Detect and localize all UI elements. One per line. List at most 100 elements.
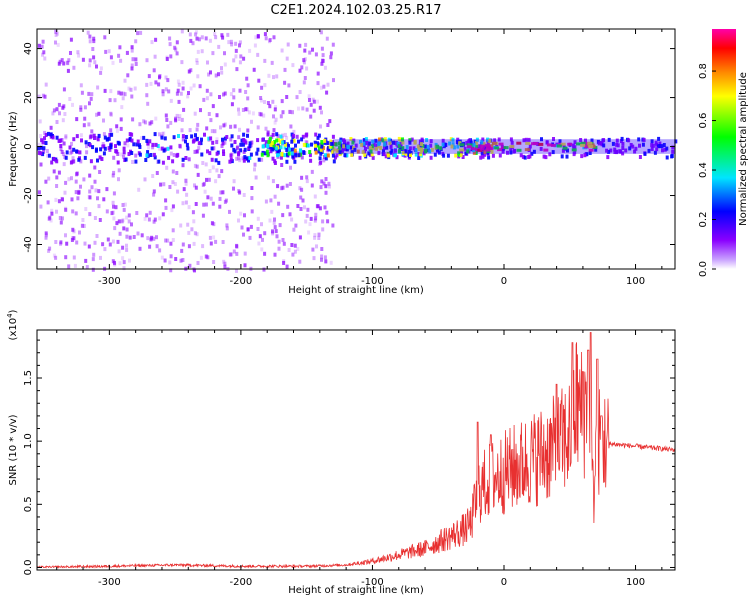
spectrogram-cell xyxy=(286,42,290,47)
spectrogram-cell xyxy=(52,169,56,174)
spectrogram-cell xyxy=(395,155,399,160)
spectrogram-cell xyxy=(92,36,96,41)
spectrogram-cell xyxy=(494,146,500,150)
spectrogram-cell xyxy=(288,182,292,186)
spectrogram-cell xyxy=(250,196,254,201)
colorbar-gradient xyxy=(712,29,736,269)
spectrogram-cell xyxy=(261,237,264,242)
spectrogram-cell xyxy=(161,160,165,165)
spectrogram-cell xyxy=(238,158,242,163)
spectrogram-cell xyxy=(580,143,586,147)
spectrogram-cell xyxy=(207,112,211,116)
spectrogram-cell xyxy=(64,207,68,212)
spectrogram-cell xyxy=(96,137,100,142)
spectrogram-cell xyxy=(99,255,102,260)
spectrogram-cell xyxy=(320,179,324,184)
spectrogram-cell xyxy=(88,63,92,68)
spectrogram-cell xyxy=(146,101,150,106)
spectrogram-cell xyxy=(256,52,260,57)
spectrogram-cell xyxy=(152,189,156,194)
spectrogram-cell xyxy=(54,197,58,202)
spectrogram-cell xyxy=(125,243,128,248)
spectrogram-cell xyxy=(607,149,611,154)
spectrogram-cell xyxy=(615,142,619,147)
y-tick-label: -40 xyxy=(23,236,34,252)
spectrogram-cell xyxy=(208,235,212,240)
spectrogram-cell xyxy=(215,137,219,142)
spectrogram-cell xyxy=(429,143,433,148)
spectrogram-cell xyxy=(264,199,268,204)
spectrogram-cell xyxy=(480,151,484,156)
spectrogram-cell xyxy=(143,177,147,182)
spectrogram-cell xyxy=(200,152,204,157)
spectrogram-cell xyxy=(211,201,215,206)
spectrogram-cell xyxy=(208,38,212,43)
spectrogram-cell xyxy=(310,142,313,147)
spectrogram-cell xyxy=(215,113,219,118)
spectrogram-cell xyxy=(228,159,232,164)
spectrogram-cell xyxy=(497,148,503,152)
spectrogram-cell xyxy=(200,49,204,54)
spectrogram-cell xyxy=(47,216,51,221)
spectrogram-cell xyxy=(326,153,330,158)
spectrogram-cell xyxy=(351,140,355,145)
spectrogram-cell xyxy=(102,151,106,156)
spectrogram-cell xyxy=(256,34,260,39)
spectrogram-cell xyxy=(75,134,79,139)
spectrogram-cell xyxy=(177,117,181,121)
spectrogram-cell xyxy=(372,142,376,147)
spectrogram-cell xyxy=(308,50,312,55)
spectrogram-cell xyxy=(98,155,102,160)
spectrogram-cell xyxy=(186,94,190,99)
spectrogram-cell xyxy=(174,257,178,261)
spectrogram-cell xyxy=(273,159,277,164)
spectrogram-cell xyxy=(104,49,108,54)
spectrogram-cell xyxy=(168,185,172,189)
spectrogram-cell xyxy=(68,145,72,150)
spectrogram-cell xyxy=(267,139,271,144)
spectrogram-cell xyxy=(300,187,304,192)
spectrogram-cell xyxy=(59,138,63,143)
spectrogram-cell xyxy=(262,113,266,118)
spectrogram-cell xyxy=(127,152,131,156)
spectrogram-cell xyxy=(201,182,205,187)
spectrogram-cell xyxy=(272,220,276,225)
spectrogram-cell xyxy=(314,150,318,155)
spectrogram-cell xyxy=(522,138,526,143)
spectrogram-cell xyxy=(311,247,315,252)
spectrogram-cell xyxy=(302,60,306,65)
spectrogram-cell xyxy=(307,94,311,99)
spectrogram-cell xyxy=(62,141,66,146)
spectrogram-cell xyxy=(414,148,418,153)
spectrogram-cell xyxy=(305,179,309,184)
spectrogram-cell xyxy=(93,165,97,170)
spectrogram-cell xyxy=(191,139,195,144)
spectrogram-cell xyxy=(609,148,613,153)
spectrogram-cell xyxy=(205,96,209,101)
spectrogram-cell xyxy=(442,153,446,158)
spectrogram-cell xyxy=(319,185,323,190)
spectrogram-cell xyxy=(87,91,91,96)
spectrogram-cell xyxy=(91,257,95,262)
spectrogram-cell xyxy=(275,132,279,137)
y-tick-label: 0 xyxy=(23,143,34,149)
spectrogram-cell xyxy=(225,135,229,139)
spectrogram-cell xyxy=(292,133,296,138)
spectrogram-cell xyxy=(304,139,307,144)
spectrogram-cell xyxy=(266,144,270,149)
spectrogram-cell xyxy=(309,102,313,107)
spectrogram-cell xyxy=(107,136,111,141)
spectrogram-cell xyxy=(55,159,59,164)
spectrogram-cell xyxy=(248,156,252,160)
spectrogram-cell xyxy=(99,147,103,152)
spectrogram-cell xyxy=(90,185,94,190)
spectrogram-cell xyxy=(647,148,651,153)
y-tick-label: 0.5 xyxy=(23,496,34,512)
spectrogram-cell xyxy=(597,141,601,146)
spectrogram-cell xyxy=(483,149,487,154)
spectrogram-cell xyxy=(580,154,584,159)
spectrogram-cell xyxy=(295,95,299,100)
spectrogram-cell xyxy=(246,227,250,232)
spectrogram-cell xyxy=(304,143,308,148)
spectrogram-cell xyxy=(302,58,306,63)
